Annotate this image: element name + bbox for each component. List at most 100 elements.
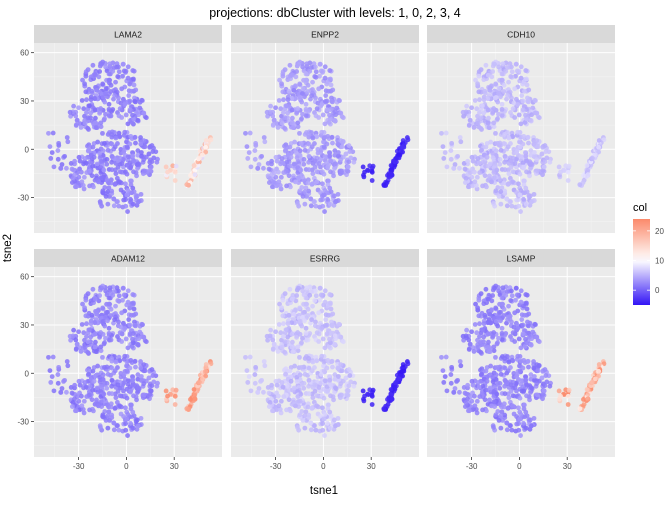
data-point xyxy=(108,180,114,186)
data-point xyxy=(287,62,293,68)
data-point xyxy=(474,330,480,336)
data-point xyxy=(493,130,498,136)
data-point xyxy=(141,138,147,143)
data-point xyxy=(517,368,523,374)
data-point xyxy=(135,199,141,205)
data-point xyxy=(504,420,510,426)
data-point xyxy=(297,188,303,194)
data-point xyxy=(547,159,553,165)
data-point xyxy=(385,173,390,178)
data-point xyxy=(64,389,69,395)
data-point xyxy=(127,331,133,337)
data-point xyxy=(499,106,505,112)
data-point xyxy=(306,391,312,397)
data-point xyxy=(539,151,545,157)
data-point xyxy=(516,427,522,433)
data-point xyxy=(286,88,292,94)
data-point xyxy=(90,144,96,150)
data-point xyxy=(299,340,304,346)
data-point xyxy=(523,292,529,297)
data-point xyxy=(77,158,83,164)
data-point xyxy=(200,152,205,158)
data-point xyxy=(130,374,135,379)
data-point xyxy=(289,96,295,102)
data-point xyxy=(305,89,311,94)
data-point xyxy=(512,86,518,92)
x-tick-label: -30 xyxy=(73,462,85,471)
data-point xyxy=(512,115,518,120)
data-point xyxy=(47,144,53,149)
data-point xyxy=(109,159,115,165)
data-point xyxy=(314,330,320,336)
data-point xyxy=(473,407,479,412)
data-point xyxy=(518,154,524,160)
data-point xyxy=(336,97,342,103)
data-point xyxy=(304,285,310,291)
data-point xyxy=(138,141,144,147)
data-point xyxy=(475,156,481,161)
data-point xyxy=(76,378,82,384)
data-point xyxy=(305,404,311,410)
data-point xyxy=(510,179,516,185)
data-point xyxy=(310,135,316,141)
data-point xyxy=(518,188,524,193)
data-point xyxy=(106,106,112,112)
data-point xyxy=(319,102,325,107)
data-point xyxy=(58,166,64,171)
data-point xyxy=(303,330,309,336)
data-point xyxy=(149,383,155,389)
data-point xyxy=(455,377,461,383)
data-point xyxy=(477,394,483,399)
data-point xyxy=(93,349,99,355)
data-point xyxy=(295,175,301,180)
data-point xyxy=(331,397,336,403)
data-point xyxy=(466,123,472,128)
data-point xyxy=(322,299,328,305)
data-point xyxy=(441,380,447,385)
data-point xyxy=(297,354,302,360)
data-point xyxy=(284,327,289,333)
data-point xyxy=(172,402,178,407)
data-point xyxy=(295,330,301,335)
data-point xyxy=(496,193,502,199)
data-point xyxy=(444,164,450,170)
data-point xyxy=(106,77,112,83)
data-point xyxy=(301,161,307,167)
data-point xyxy=(103,288,109,294)
data-point xyxy=(469,329,474,335)
data-point xyxy=(273,378,279,384)
data-point xyxy=(539,375,545,381)
data-point xyxy=(481,321,487,327)
data-point xyxy=(441,156,447,161)
data-point xyxy=(125,209,130,214)
data-point xyxy=(282,115,288,121)
data-point xyxy=(470,158,476,164)
data-point xyxy=(531,191,537,197)
data-point xyxy=(122,129,128,135)
data-point xyxy=(58,390,64,395)
data-point xyxy=(335,191,341,197)
data-point xyxy=(62,153,68,159)
data-point xyxy=(165,169,170,175)
facet-esrrg: ESRRG -30 0 30 xyxy=(231,249,419,471)
data-point xyxy=(518,75,524,81)
data-point xyxy=(283,371,288,377)
data-point xyxy=(124,416,130,422)
data-point xyxy=(125,378,131,384)
data-point xyxy=(547,383,553,389)
data-point xyxy=(291,312,297,317)
facet-strip xyxy=(427,249,615,267)
data-point xyxy=(523,374,528,379)
data-point xyxy=(457,165,462,171)
data-point xyxy=(289,72,295,78)
data-point xyxy=(135,117,141,123)
data-point xyxy=(308,203,314,209)
data-point xyxy=(112,405,118,411)
data-point xyxy=(124,144,130,150)
data-point xyxy=(558,393,563,399)
data-point xyxy=(526,99,531,105)
data-point xyxy=(108,306,114,312)
data-point xyxy=(315,324,321,330)
data-point xyxy=(327,150,332,155)
data-point xyxy=(486,125,492,131)
